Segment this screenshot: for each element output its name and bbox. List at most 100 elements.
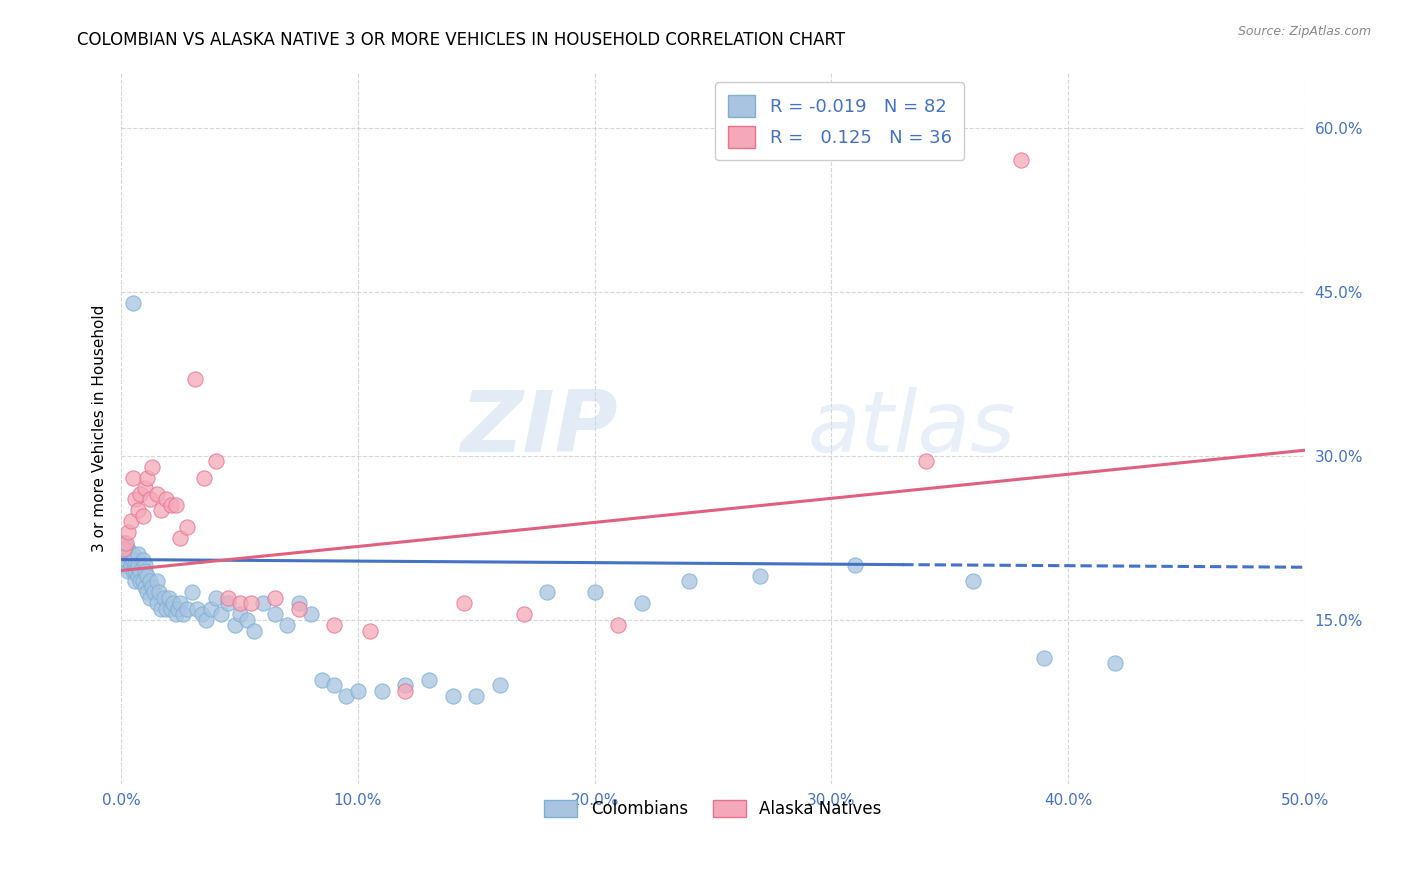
Point xyxy=(150,503,173,517)
Point xyxy=(127,547,149,561)
Point xyxy=(264,607,287,622)
Point xyxy=(136,470,159,484)
Point xyxy=(962,574,984,589)
Point xyxy=(195,613,218,627)
Point xyxy=(394,683,416,698)
Point xyxy=(136,585,159,599)
Point xyxy=(183,372,205,386)
Point xyxy=(235,613,257,627)
Point xyxy=(115,552,138,566)
Point xyxy=(200,601,222,615)
Point xyxy=(186,601,208,615)
Point xyxy=(155,601,177,615)
Point xyxy=(117,525,139,540)
Point xyxy=(129,574,152,589)
Point xyxy=(176,520,198,534)
Legend: Colombians, Alaska Natives: Colombians, Alaska Natives xyxy=(537,794,889,825)
Point xyxy=(915,454,938,468)
Point xyxy=(631,596,654,610)
Point xyxy=(181,585,204,599)
Point xyxy=(489,678,512,692)
Point xyxy=(150,601,173,615)
Point xyxy=(347,683,370,698)
Point xyxy=(465,690,488,704)
Point xyxy=(749,569,772,583)
Point xyxy=(205,454,228,468)
Point xyxy=(120,514,142,528)
Point xyxy=(276,618,298,632)
Point xyxy=(583,585,606,599)
Point xyxy=(394,678,416,692)
Point xyxy=(122,295,145,310)
Point xyxy=(134,580,156,594)
Point xyxy=(190,607,212,622)
Point xyxy=(124,574,146,589)
Point xyxy=(120,558,142,572)
Point xyxy=(155,492,177,507)
Point xyxy=(148,585,170,599)
Point xyxy=(287,601,309,615)
Point xyxy=(124,558,146,572)
Point xyxy=(228,596,250,610)
Text: atlas: atlas xyxy=(807,387,1015,470)
Text: COLOMBIAN VS ALASKA NATIVE 3 OR MORE VEHICLES IN HOUSEHOLD CORRELATION CHART: COLOMBIAN VS ALASKA NATIVE 3 OR MORE VEH… xyxy=(77,31,845,49)
Point xyxy=(162,596,184,610)
Point xyxy=(117,564,139,578)
Point xyxy=(165,498,187,512)
Point xyxy=(172,607,194,622)
Point xyxy=(145,487,167,501)
Point xyxy=(112,541,135,556)
Point xyxy=(242,624,264,638)
Point xyxy=(134,482,156,496)
Point xyxy=(169,596,191,610)
Point xyxy=(115,536,138,550)
Point xyxy=(217,591,239,605)
Point xyxy=(323,618,346,632)
Y-axis label: 3 or more Vehicles in Household: 3 or more Vehicles in Household xyxy=(93,305,107,552)
Point xyxy=(323,678,346,692)
Point xyxy=(224,618,246,632)
Point xyxy=(153,591,176,605)
Point xyxy=(160,601,183,615)
Point xyxy=(607,618,630,632)
Point xyxy=(165,607,187,622)
Point xyxy=(143,585,166,599)
Point xyxy=(252,596,274,610)
Point xyxy=(264,591,287,605)
Point xyxy=(453,596,475,610)
Text: ZIP: ZIP xyxy=(461,387,619,470)
Point xyxy=(335,690,357,704)
Point xyxy=(418,673,440,687)
Point xyxy=(1033,651,1056,665)
Point xyxy=(134,558,156,572)
Point xyxy=(287,596,309,610)
Point xyxy=(117,541,139,556)
Point xyxy=(122,564,145,578)
Point xyxy=(193,470,215,484)
Point xyxy=(112,547,135,561)
Point xyxy=(124,492,146,507)
Point xyxy=(441,690,464,704)
Point xyxy=(127,503,149,517)
Point xyxy=(136,569,159,583)
Point xyxy=(157,591,180,605)
Point xyxy=(112,558,135,572)
Point xyxy=(141,580,163,594)
Point xyxy=(217,596,239,610)
Point xyxy=(115,541,138,556)
Point xyxy=(127,558,149,572)
Point xyxy=(176,601,198,615)
Point xyxy=(512,607,534,622)
Point xyxy=(122,552,145,566)
Point xyxy=(122,470,145,484)
Point xyxy=(138,591,160,605)
Point xyxy=(145,574,167,589)
Point xyxy=(844,558,866,572)
Point xyxy=(131,508,153,523)
Point xyxy=(209,607,232,622)
Point xyxy=(120,552,142,566)
Point xyxy=(131,574,153,589)
Point xyxy=(127,569,149,583)
Text: Source: ZipAtlas.com: Source: ZipAtlas.com xyxy=(1237,25,1371,38)
Point xyxy=(160,498,183,512)
